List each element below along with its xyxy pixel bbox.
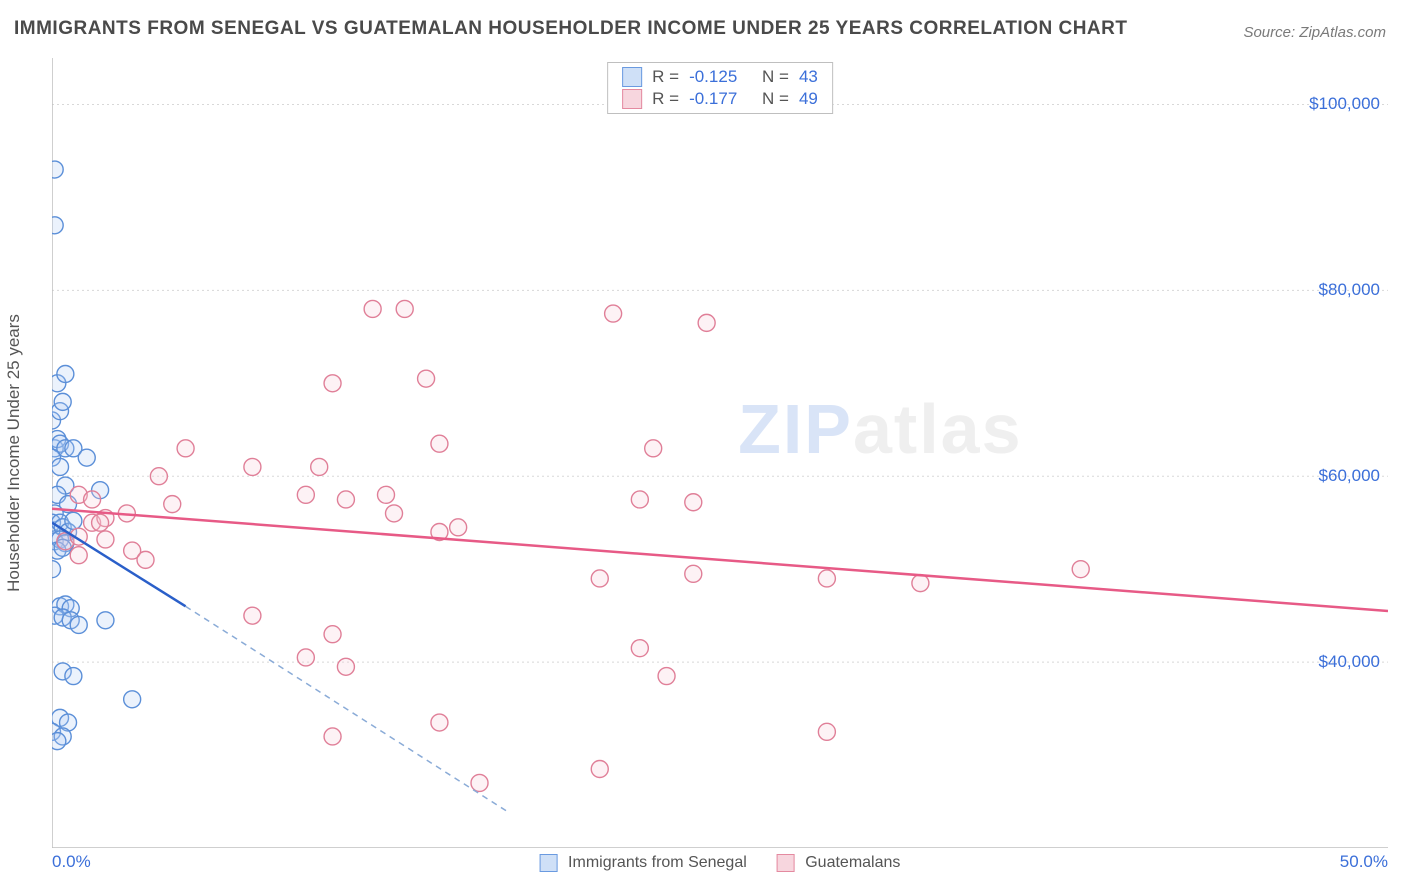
y-axis-tick: $60,000 bbox=[1319, 466, 1380, 486]
legend-item: Guatemalans bbox=[777, 854, 901, 872]
chart-title: IMMIGRANTS FROM SENEGAL VS GUATEMALAN HO… bbox=[14, 18, 1127, 40]
legend-row: R = -0.125 N = 43 bbox=[622, 66, 818, 88]
legend-item: Immigrants from Senegal bbox=[540, 854, 747, 872]
legend-swatch-pink bbox=[622, 89, 642, 109]
correlation-legend: R = -0.125 N = 43 R = -0.177 N = 49 bbox=[607, 62, 833, 114]
chart-area: Householder Income Under 25 years ZIPatl… bbox=[52, 58, 1388, 848]
source-attribution: Source: ZipAtlas.com bbox=[1243, 24, 1386, 41]
legend-swatch-blue bbox=[540, 854, 558, 872]
scatter-plot-svg bbox=[52, 58, 1388, 848]
y-axis-tick: $80,000 bbox=[1319, 280, 1380, 300]
x-axis-tick: 0.0% bbox=[52, 852, 91, 872]
x-axis-tick: 50.0% bbox=[1340, 852, 1388, 872]
y-axis-tick: $40,000 bbox=[1319, 652, 1380, 672]
legend-row: R = -0.177 N = 49 bbox=[622, 88, 818, 110]
y-axis-tick: $100,000 bbox=[1309, 94, 1380, 114]
legend-swatch-blue bbox=[622, 67, 642, 87]
y-axis-label: Householder Income Under 25 years bbox=[4, 314, 24, 592]
legend-swatch-pink bbox=[777, 854, 795, 872]
series-legend: Immigrants from Senegal Guatemalans bbox=[540, 854, 901, 872]
